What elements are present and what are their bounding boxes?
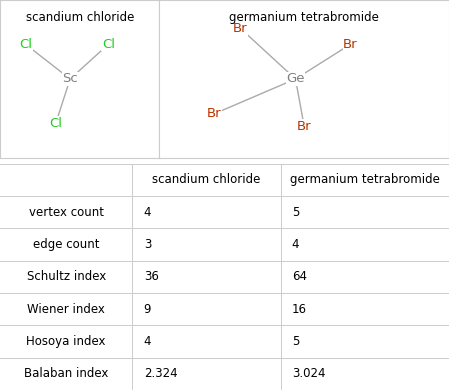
Text: edge count: edge count — [33, 238, 100, 251]
Text: Br: Br — [207, 107, 222, 120]
Text: Br: Br — [233, 22, 248, 35]
Text: 2.324: 2.324 — [144, 367, 177, 380]
Text: Ge: Ge — [286, 73, 305, 85]
Text: germanium tetrabromide: germanium tetrabromide — [229, 11, 379, 24]
Text: 5: 5 — [292, 206, 299, 219]
Text: 4: 4 — [144, 335, 151, 348]
Text: 3.024: 3.024 — [292, 367, 326, 380]
Text: 5: 5 — [292, 335, 299, 348]
Text: Balaban index: Balaban index — [24, 367, 108, 380]
Text: 16: 16 — [292, 303, 307, 316]
Text: Schultz index: Schultz index — [26, 270, 106, 284]
Text: scandium chloride: scandium chloride — [152, 174, 261, 186]
Text: germanium tetrabromide: germanium tetrabromide — [290, 174, 440, 186]
Text: Cl: Cl — [49, 117, 62, 130]
Text: 36: 36 — [144, 270, 158, 284]
Text: Hosoya index: Hosoya index — [26, 335, 106, 348]
Text: Wiener index: Wiener index — [27, 303, 105, 316]
Text: 3: 3 — [144, 238, 151, 251]
Text: 4: 4 — [144, 206, 151, 219]
Text: Cl: Cl — [102, 38, 115, 51]
Text: Sc: Sc — [62, 73, 78, 85]
Text: 64: 64 — [292, 270, 307, 284]
Text: 4: 4 — [292, 238, 299, 251]
Text: Br: Br — [343, 38, 358, 51]
Text: vertex count: vertex count — [29, 206, 104, 219]
Text: Br: Br — [297, 120, 312, 133]
Text: 9: 9 — [144, 303, 151, 316]
Text: scandium chloride: scandium chloride — [26, 11, 134, 24]
Text: Cl: Cl — [19, 38, 32, 51]
